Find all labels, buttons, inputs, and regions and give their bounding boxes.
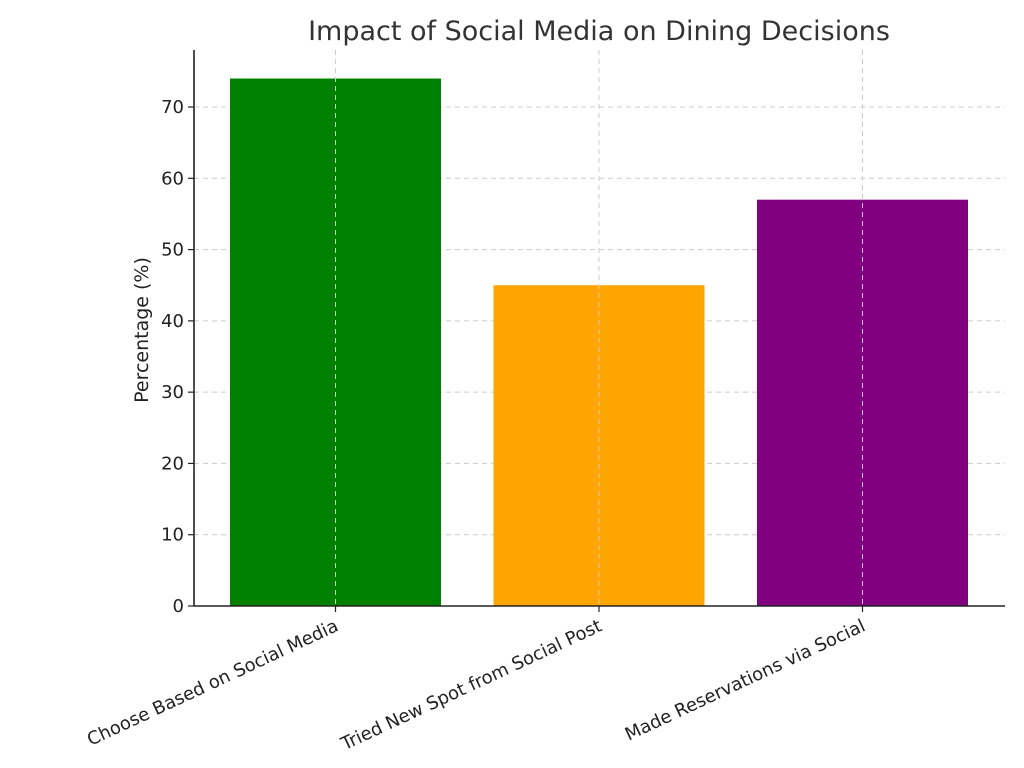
x-tick-label: Choose Based on Social Media (84, 615, 342, 750)
y-tick-label: 30 (161, 382, 184, 403)
chart-title: Impact of Social Media on Dining Decisio… (308, 16, 890, 47)
y-tick-label: 40 (161, 311, 184, 332)
y-tick-label: 60 (161, 168, 184, 189)
y-ticks: 0 10 20 30 40 50 60 70 (161, 97, 194, 617)
y-tick-label: 0 (173, 596, 184, 617)
x-tick-label: Tried New Spot from Social Post (337, 615, 605, 755)
y-axis-label: Percentage (%) (131, 257, 153, 403)
vertical-gridlines (335, 50, 863, 606)
y-tick-label: 10 (161, 525, 184, 546)
y-tick-label: 50 (161, 240, 184, 261)
y-tick-label: 20 (161, 453, 184, 474)
x-tick-label: Made Reservations via Social (622, 615, 869, 745)
y-tick-label: 70 (161, 97, 184, 118)
